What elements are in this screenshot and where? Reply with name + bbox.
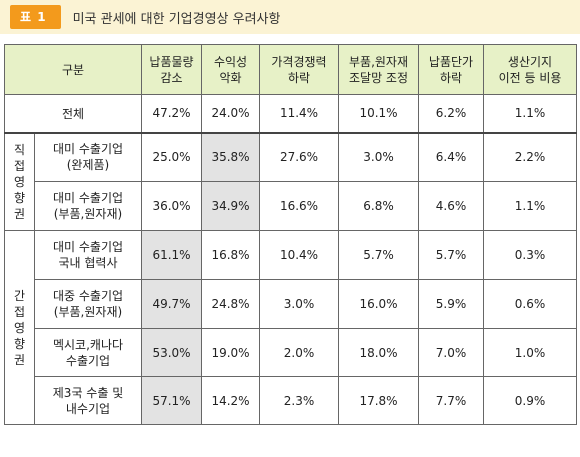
table-cell: 5.7% <box>418 230 484 280</box>
header-line: 하락 <box>287 70 311 85</box>
table-cell: 7.7% <box>418 376 484 425</box>
table-cell: 3.0% <box>338 132 419 182</box>
table-cell: 24.8% <box>201 279 260 329</box>
total-row: 전체 47.2% 24.0% 11.4% 10.1% 6.2% 1.1% <box>4 94 577 133</box>
row-label-line: 대미 수출기업 <box>52 191 124 205</box>
table-row: 직 접 영 향 권 대미 수출기업 (완제품) 25.0% 35.8% 27.6%… <box>4 132 577 231</box>
header-line: 납품단가 <box>428 54 474 69</box>
table-cell: 27.6% <box>259 132 339 182</box>
header-line: 납품물량 <box>149 54 194 69</box>
table-cell: 19.0% <box>201 328 260 377</box>
table-cell: 16.8% <box>201 230 260 280</box>
table-cell: 1.0% <box>483 328 577 377</box>
table-cell: 4.6% <box>418 181 484 231</box>
header-profitability: 수익성 악화 <box>201 44 260 95</box>
row-label: 멕시코,캐나다 수출기업 <box>34 328 142 377</box>
table-cell: 6.4% <box>418 132 484 182</box>
row-label-line: 대중 수출기업 <box>52 289 124 303</box>
table-cell: 14.2% <box>201 376 260 425</box>
table-cell: 3.0% <box>259 279 339 329</box>
table-cell: 25.0% <box>141 132 202 182</box>
table-cell: 1.1% <box>483 94 577 133</box>
total-label: 전체 <box>4 94 142 133</box>
table-row: 제3국 수출 및 내수기업 57.1% 14.2% 2.3% 17.8% 7.7%… <box>5 376 577 425</box>
row-label-line: (부품,원자재) <box>53 305 123 319</box>
header-category: 구분 <box>4 44 142 95</box>
header-line: 생산기지 <box>507 54 553 69</box>
header-price-competitiveness: 가격경쟁력 하락 <box>259 44 339 95</box>
table-row: 대중 수출기업 (부품,원자재) 49.7% 24.8% 3.0% 16.0% 5… <box>5 279 577 329</box>
table-number-badge: 표 1 <box>10 5 61 29</box>
row-label-line: 멕시코,캐나다 <box>52 337 124 352</box>
row-label: 대미 수출기업 (완제품) <box>34 132 142 182</box>
table-row: 대미 수출기업 (부품,원자재) 36.0% 34.9% 16.6% 6.8% 4… <box>5 181 577 231</box>
header-row: 구분 납품물량 감소 수익성 악화 가격경쟁력 하락 부품,원자재 조달망 조정 납품단… <box>4 44 577 95</box>
header-line: 가격경쟁력 <box>271 54 327 69</box>
group-label-direct: 직 접 영 향 권 <box>4 132 35 231</box>
header-relocation-cost: 생산기지 이전 등 비용 <box>483 44 577 95</box>
row-label-line: 국내 협력사 <box>58 256 118 270</box>
table-cell: 0.6% <box>483 279 577 329</box>
header-line: 부품,원자재 <box>348 54 408 69</box>
table-cell: 16.0% <box>338 279 419 329</box>
table-cell: 2.3% <box>259 376 339 425</box>
table-cell: 0.9% <box>483 376 577 425</box>
row-label-line: (부품,원자재) <box>53 207 123 221</box>
table-cell: 11.4% <box>259 94 339 133</box>
row-label: 대미 수출기업 (부품,원자재) <box>34 181 142 231</box>
row-label-line: 대미 수출기업 <box>52 142 124 157</box>
table-cell: 17.8% <box>338 376 419 425</box>
table-cell: 2.0% <box>259 328 339 377</box>
header-line: 수익성 <box>213 54 248 69</box>
table-cell-highlight: 53.0% <box>141 328 202 377</box>
row-label-line: 내수기업 <box>65 401 111 416</box>
header-line: 조달망 조정 <box>348 70 408 85</box>
header-supply-chain: 부품,원자재 조달망 조정 <box>338 44 419 95</box>
row-label-line: (완제품) <box>66 158 110 173</box>
table-cell-highlight: 49.7% <box>141 279 202 329</box>
row-label-line: 대미 수출기업 <box>52 240 124 254</box>
row-label: 대중 수출기업 (부품,원자재) <box>34 279 142 329</box>
table-cell: 10.1% <box>338 94 419 133</box>
table-cell: 0.3% <box>483 230 577 280</box>
header-line: 이전 등 비용 <box>498 70 562 85</box>
header-line: 하락 <box>439 70 463 85</box>
header-unit-price: 납품단가 하락 <box>418 44 484 95</box>
table-cell-highlight: 57.1% <box>141 376 202 425</box>
group-label-indirect: 간 접 영 향 권 <box>4 230 35 425</box>
table-cell: 2.2% <box>483 132 577 182</box>
table-cell: 18.0% <box>338 328 419 377</box>
table-cell: 36.0% <box>141 181 202 231</box>
table-cell: 5.9% <box>418 279 484 329</box>
table-title: 미국 관세에 대한 기업경영상 우려사항 <box>72 11 281 27</box>
table-row: 멕시코,캐나다 수출기업 53.0% 19.0% 2.0% 18.0% 7.0% … <box>5 328 577 377</box>
row-label-line: 수출기업 <box>65 353 111 368</box>
header-line: 악화 <box>219 70 242 85</box>
table-cell: 6.2% <box>418 94 484 133</box>
table-cell: 5.7% <box>338 230 419 280</box>
table-cell: 7.0% <box>418 328 484 377</box>
header-line: 감소 <box>160 70 183 85</box>
table-cell-highlight: 34.9% <box>201 181 260 231</box>
table-cell: 10.4% <box>259 230 339 280</box>
table-cell: 24.0% <box>201 94 260 133</box>
table-cell: 1.1% <box>483 181 577 231</box>
table-cell: 47.2% <box>141 94 202 133</box>
row-label-line: 제3국 수출 및 <box>52 385 124 400</box>
table-caption-bar: 표 1 미국 관세에 대한 기업경영상 우려사항 <box>0 0 580 34</box>
table-cell: 6.8% <box>338 181 419 231</box>
concerns-table: 구분 납품물량 감소 수익성 악화 가격경쟁력 하락 부품,원자재 조달망 조정 납품단… <box>4 44 577 425</box>
table-cell-highlight: 61.1% <box>141 230 202 280</box>
header-volume-decrease: 납품물량 감소 <box>141 44 202 95</box>
table-cell-highlight: 35.8% <box>201 132 260 182</box>
table-cell: 16.6% <box>259 181 339 231</box>
row-label: 제3국 수출 및 내수기업 <box>34 376 142 425</box>
